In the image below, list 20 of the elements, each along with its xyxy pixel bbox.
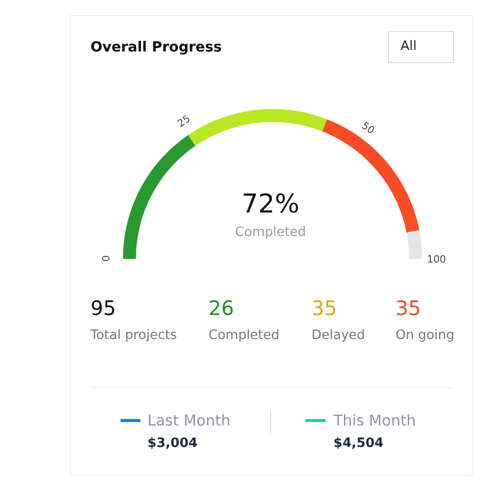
text: 26	[208, 296, 234, 320]
text: 50	[359, 120, 376, 137]
text: All	[400, 39, 417, 54]
text: 0	[102, 255, 112, 262]
text: 72%	[242, 190, 300, 220]
text: Last Month	[148, 412, 231, 430]
text: 35	[396, 296, 421, 320]
text: 95	[90, 296, 116, 320]
chart-title: Overall Progress	[90, 40, 222, 56]
text: Completed	[235, 225, 306, 240]
text: Delayed	[312, 328, 366, 343]
text: Completed	[208, 328, 280, 343]
text: 35	[312, 296, 337, 320]
text: On going	[396, 328, 454, 343]
text: This Month	[332, 412, 416, 430]
text: Total projects	[90, 328, 178, 343]
text: $4,504	[333, 436, 384, 451]
text: 100	[426, 254, 446, 266]
text: $3,004	[147, 436, 198, 451]
text: 25	[176, 114, 193, 130]
